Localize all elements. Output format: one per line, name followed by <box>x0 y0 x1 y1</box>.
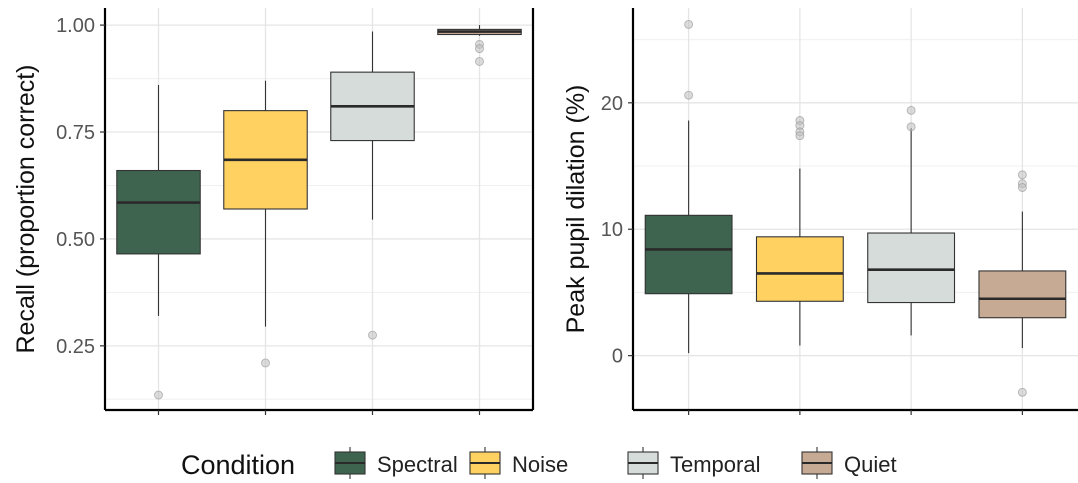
outlier-point <box>261 358 270 368</box>
box-body <box>755 236 844 302</box>
y-tick-label: 0.25 <box>56 336 95 358</box>
box-spectral <box>644 19 733 354</box>
outlier-point <box>1017 170 1027 180</box>
legend: Condition Spectral Noise Temporal Quiet <box>181 447 897 480</box>
legend-item-temporal: Temporal <box>627 447 760 479</box>
box-noise <box>223 80 308 368</box>
legend-item-spectral: Spectral <box>334 447 458 479</box>
legend-label: Spectral <box>377 452 458 477</box>
y-axis-title: Recall (proportion correct) <box>12 65 40 354</box>
box-body <box>116 169 201 255</box>
outlier-point <box>684 90 694 100</box>
legend-label: Temporal <box>670 452 760 477</box>
y-tick-label: 10 <box>601 219 623 241</box>
outlier-point <box>906 105 916 115</box>
outlier-point <box>475 44 484 54</box>
legend-label: Noise <box>512 452 568 477</box>
legend-item-noise: Noise <box>469 447 568 479</box>
legend-title: Condition <box>181 450 295 480</box>
y-tick-label: 20 <box>601 93 623 115</box>
outlier-point <box>684 19 694 29</box>
box-body <box>644 214 733 295</box>
y-axis-title: Peak pupil dilation (%) <box>562 85 590 334</box>
legend-item-quiet: Quiet <box>801 447 897 479</box>
box-noise <box>755 116 844 346</box>
box-quiet <box>437 25 522 66</box>
outlier-point <box>154 390 163 400</box>
outlier-point <box>475 57 484 66</box>
legend-label: Quiet <box>844 452 897 477</box>
box-quiet <box>978 170 1067 397</box>
outlier-point <box>906 122 916 132</box>
box-temporal <box>330 31 415 340</box>
y-tick-label: 0 <box>612 346 623 368</box>
outlier-point <box>1017 387 1027 397</box>
y-tick-label: 0.50 <box>56 229 95 251</box>
outlier-point <box>1017 183 1027 192</box>
outlier-point <box>368 330 377 340</box>
y-tick-label: 0.75 <box>56 122 95 144</box>
pupil-dilation-panel: 0 10 20 Peak pupil dilation (%) <box>562 8 1078 415</box>
box-body <box>978 270 1067 319</box>
y-tick-label: 1.00 <box>56 15 95 37</box>
plot-background <box>633 8 1078 410</box>
outlier-point <box>795 131 805 141</box>
box-spectral <box>116 84 201 400</box>
recall-panel: 0.25 0.50 0.75 1.00 Recall (proportion corre… <box>12 8 535 415</box>
box-temporal <box>867 105 956 336</box>
box-body <box>867 232 956 304</box>
